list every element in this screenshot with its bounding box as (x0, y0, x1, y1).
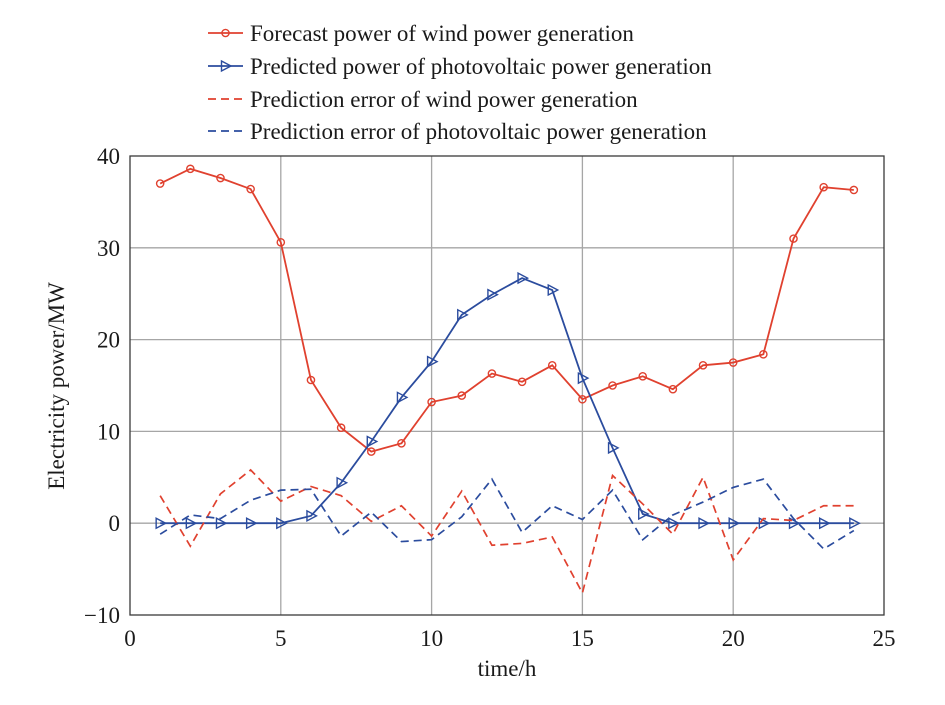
data-point (186, 164, 195, 174)
x-tick-label: 10 (420, 626, 443, 651)
data-point (547, 361, 557, 370)
data-point (788, 517, 801, 530)
data-point (155, 179, 165, 188)
data-point (668, 384, 678, 394)
legend-item: Prediction error of wind power generatio… (208, 87, 638, 112)
data-point (789, 234, 798, 243)
data-point (638, 507, 650, 521)
data-point (336, 423, 346, 433)
legend-label: Forecast power of wind power generation (250, 21, 634, 46)
series-2 (155, 271, 861, 530)
data-point (849, 517, 861, 530)
y-axis-label: Electricity power/MW (44, 282, 69, 490)
data-point (487, 288, 499, 301)
data-point (366, 435, 379, 448)
x-tick-label: 0 (124, 626, 136, 651)
data-point (457, 308, 469, 321)
y-tick-label: 40 (97, 144, 120, 169)
legend-item: Forecast power of wind power generation (208, 21, 634, 46)
data-point (155, 517, 168, 530)
data-point (216, 173, 225, 183)
data-point (608, 381, 617, 390)
data-point (276, 237, 286, 247)
data-point (517, 377, 527, 387)
series-4 (159, 477, 855, 550)
data-point (220, 59, 233, 73)
y-tick-label: 30 (97, 236, 120, 261)
legend-label: Prediction error of wind power generatio… (250, 87, 638, 112)
data-point (215, 517, 228, 530)
data-point (487, 369, 497, 378)
plot-frame (129, 155, 885, 616)
legend-label: Predicted power of photovoltaic power ge… (250, 54, 712, 79)
data-point (306, 375, 316, 385)
x-tick-label: 5 (275, 626, 287, 651)
data-point (276, 517, 288, 530)
y-tick-label: −10 (84, 603, 120, 628)
series-line (160, 277, 854, 525)
data-point (427, 397, 436, 407)
legend: Forecast power of wind power generation P… (208, 21, 712, 144)
y-axis: −10 0 10 20 30 40 (84, 144, 120, 628)
x-axis-label: time/h (478, 656, 537, 681)
data-point (849, 185, 859, 195)
data-point (457, 391, 467, 400)
data-point (517, 271, 530, 285)
y-tick-label: 20 (97, 328, 120, 353)
data-point (728, 358, 738, 367)
data-point (245, 517, 258, 530)
data-point (698, 361, 708, 370)
data-point (306, 509, 318, 523)
series-3 (159, 468, 854, 596)
data-point (396, 391, 409, 404)
data-point (607, 441, 620, 455)
series-line (159, 167, 854, 453)
data-point (246, 184, 255, 194)
series-line (159, 477, 855, 550)
x-tick-label: 20 (722, 626, 745, 651)
series-line (159, 468, 854, 596)
data-point (758, 517, 771, 530)
x-tick-label: 15 (571, 626, 594, 651)
legend-item: Prediction error of photovoltaic power g… (208, 119, 707, 144)
data-point (577, 371, 590, 385)
data-point (366, 447, 376, 456)
data-point (185, 517, 198, 530)
series-1 (155, 164, 859, 456)
legend-label: Prediction error of photovoltaic power g… (250, 119, 707, 144)
data-point (668, 517, 680, 530)
data-point (221, 28, 230, 38)
grid (130, 156, 884, 615)
data-point (819, 182, 828, 192)
data-point (336, 476, 349, 489)
data-point (698, 517, 711, 530)
data-point (638, 372, 648, 381)
data-point (728, 517, 741, 530)
series-layer (155, 164, 861, 596)
y-tick-label: 10 (97, 419, 120, 444)
data-point (759, 349, 768, 359)
x-axis: 0 5 10 15 20 25 (124, 626, 895, 651)
data-point (578, 394, 587, 404)
x-tick-label: 25 (873, 626, 896, 651)
data-point (397, 439, 406, 448)
data-point (547, 283, 560, 297)
legend-item: Predicted power of photovoltaic power ge… (208, 54, 712, 79)
data-point (426, 355, 439, 368)
data-point (818, 517, 831, 530)
y-tick-label: 0 (109, 511, 121, 536)
